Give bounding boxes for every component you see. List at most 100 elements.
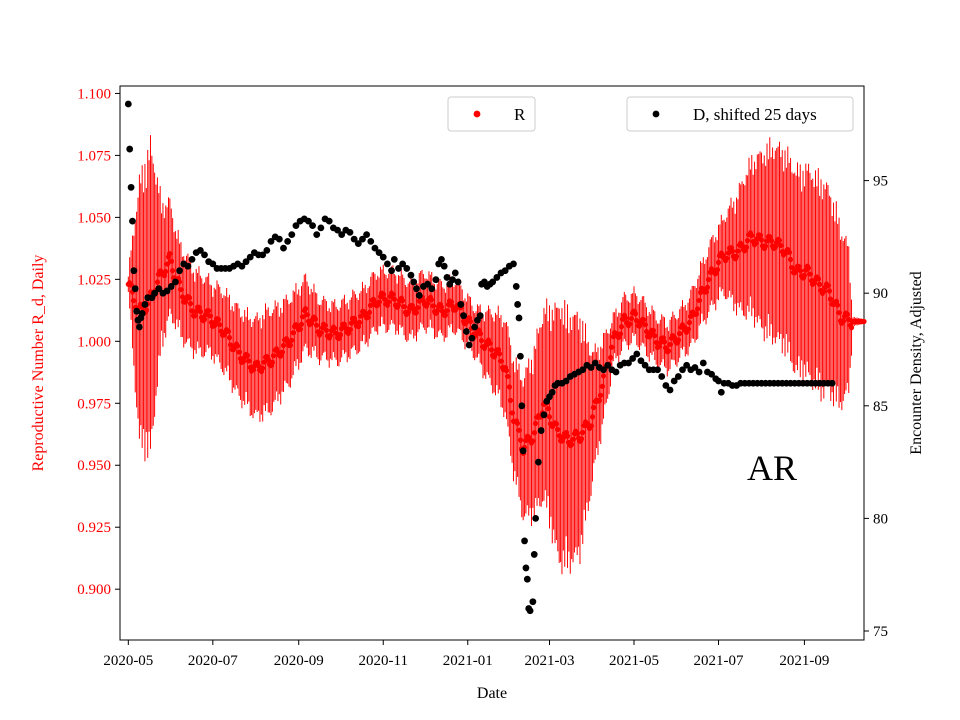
- d-point: [462, 328, 470, 335]
- r-point: [168, 258, 174, 264]
- d-point: [510, 260, 517, 268]
- r-point: [448, 299, 454, 305]
- r-point: [555, 426, 561, 433]
- right-tick-label: 85: [873, 399, 888, 415]
- r-point: [599, 383, 605, 389]
- r-point: [553, 421, 560, 427]
- r-point: [675, 337, 681, 343]
- r-point: [836, 310, 842, 316]
- r-point: [333, 330, 339, 336]
- d-point: [172, 278, 179, 286]
- r-point: [167, 250, 173, 257]
- r-point: [206, 308, 212, 314]
- r-point: [825, 282, 831, 289]
- d-point: [587, 364, 595, 371]
- d-point: [535, 458, 542, 466]
- d-point: [625, 359, 632, 367]
- d-point: [548, 388, 556, 396]
- r-point: [337, 332, 343, 338]
- r-point: [318, 330, 324, 336]
- d-point: [515, 314, 523, 322]
- r-point: [796, 263, 802, 270]
- d-point: [133, 307, 141, 315]
- r-point: [844, 311, 850, 318]
- legend-d-box: [626, 96, 854, 132]
- r-point: [764, 238, 770, 244]
- r-point: [801, 272, 808, 279]
- d-point: [468, 334, 476, 342]
- r-point: [405, 309, 411, 315]
- r-point: [835, 302, 841, 308]
- r-point: [848, 325, 855, 331]
- r-point: [279, 349, 285, 355]
- r-point: [189, 308, 195, 314]
- r-point: [201, 316, 208, 322]
- r-point: [772, 244, 778, 250]
- d-point: [167, 283, 175, 290]
- d-point: [410, 278, 418, 286]
- r-point: [203, 312, 209, 318]
- r-point: [706, 276, 712, 283]
- r-point: [653, 339, 659, 346]
- r-point: [735, 248, 741, 254]
- r-point: [492, 351, 499, 357]
- r-point: [390, 291, 396, 297]
- d-point: [600, 366, 607, 374]
- d-point: [403, 265, 411, 272]
- r-point: [483, 342, 489, 349]
- r-point: [789, 264, 795, 271]
- r-point: [287, 342, 294, 348]
- d-point: [246, 253, 254, 261]
- r-point: [617, 331, 623, 337]
- x-tick-label: 2021-07: [694, 653, 744, 669]
- r-point: [382, 296, 388, 302]
- r-point: [161, 272, 167, 279]
- x-axis-ticks: 2020-05 2020-07 2020-09 2020-11 2021-01 2021-…: [103, 640, 829, 669]
- x-axis-label: Date: [477, 685, 507, 702]
- r-point: [343, 325, 349, 331]
- r-point: [323, 327, 330, 333]
- d-point: [443, 274, 451, 281]
- d-point: [415, 292, 423, 299]
- r-point: [634, 318, 640, 324]
- legend-r-box: [447, 96, 536, 132]
- d-point: [432, 276, 440, 284]
- d-point: [375, 249, 383, 257]
- d-point: [457, 301, 465, 308]
- r-point: [588, 423, 594, 429]
- d-point: [699, 359, 707, 367]
- r-point: [807, 271, 813, 277]
- d-point: [449, 276, 456, 284]
- r-point: [618, 324, 625, 330]
- d-point: [424, 280, 431, 288]
- left-tick-label: 1.050: [77, 210, 111, 226]
- r-point: [826, 288, 832, 294]
- d-point: [129, 217, 136, 225]
- r-point: [193, 308, 199, 314]
- d-point: [263, 246, 271, 254]
- r-point: [628, 315, 634, 322]
- d-point: [124, 100, 132, 108]
- r-point: [861, 318, 867, 325]
- r-point: [516, 427, 522, 433]
- r-point: [815, 276, 821, 282]
- r-point: [413, 309, 420, 316]
- r-point: [685, 326, 691, 332]
- r-point: [196, 304, 202, 310]
- r-point: [442, 312, 449, 318]
- d-point: [629, 355, 637, 362]
- r-point: [509, 410, 515, 416]
- r-point: [530, 438, 536, 444]
- r-point: [297, 326, 303, 332]
- d-point: [284, 237, 292, 245]
- panel-label: AR: [747, 448, 797, 488]
- r-point: [564, 433, 571, 439]
- r-point: [348, 320, 354, 326]
- r-point: [164, 261, 170, 267]
- legend-r-label: R: [514, 105, 526, 124]
- left-tick-label: 0.975: [77, 396, 111, 412]
- d-point: [708, 370, 715, 378]
- right-tick-label: 90: [873, 286, 888, 302]
- d-point: [141, 301, 149, 308]
- r-point: [170, 268, 176, 274]
